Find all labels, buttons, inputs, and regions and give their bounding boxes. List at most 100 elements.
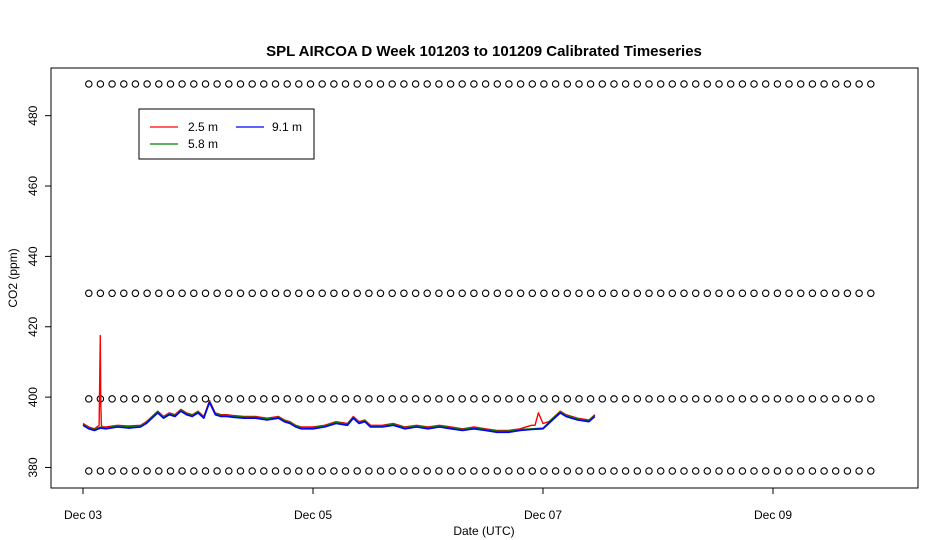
- reference-marker: [610, 395, 618, 403]
- reference-marker: [306, 289, 315, 298]
- reference-marker: [633, 80, 642, 88]
- reference-marker: [178, 80, 186, 88]
- reference-marker: [201, 289, 210, 298]
- y-axis: 380 400 420 440 460 480: [26, 105, 52, 478]
- reference-marker: [656, 467, 665, 475]
- y-tick-label: 460: [26, 176, 40, 196]
- reference-marker: [166, 467, 175, 475]
- reference-marker: [715, 289, 723, 298]
- reference-marker: [306, 395, 315, 403]
- reference-marker: [750, 289, 758, 298]
- reference-marker: [645, 467, 653, 475]
- y-tick-label: 480: [26, 105, 40, 125]
- reference-marker: [458, 467, 466, 475]
- reference-marker: [306, 80, 315, 88]
- reference-marker: [120, 395, 128, 403]
- y-tick-label: 400: [26, 387, 40, 407]
- y-tick-label: 380: [26, 457, 40, 477]
- reference-marker: [190, 80, 198, 88]
- reference-marker: [598, 80, 607, 88]
- reference-marker: [376, 289, 385, 298]
- reference-marker: [283, 80, 291, 88]
- reference-marker: [621, 467, 630, 475]
- reference-marker: [108, 467, 116, 475]
- reference-marker: [260, 395, 268, 403]
- reference-marker: [773, 467, 782, 475]
- legend-label-3: 9.1 m: [272, 120, 302, 134]
- reference-marker: [236, 80, 245, 88]
- reference-marker: [85, 467, 93, 475]
- reference-marker: [400, 80, 408, 88]
- reference-marker: [516, 80, 525, 88]
- reference-marker: [283, 395, 291, 403]
- reference-marker: [540, 80, 548, 88]
- reference-marker: [411, 80, 420, 88]
- reference-marker: [656, 289, 665, 298]
- reference-marker: [353, 80, 361, 88]
- y-tick-label: 440: [26, 246, 40, 266]
- reference-marker: [703, 467, 712, 475]
- reference-marker: [855, 395, 863, 403]
- reference-marker: [645, 289, 653, 298]
- reference-marker: [213, 80, 221, 88]
- reference-marker: [867, 80, 875, 88]
- reference-marker: [668, 289, 677, 298]
- chart-title: SPL AIRCOA D Week 101203 to 101209 Calib…: [266, 43, 702, 60]
- reference-marker: [843, 80, 852, 88]
- reference-marker: [785, 289, 793, 298]
- reference-marker: [190, 289, 198, 298]
- reference-marker: [236, 395, 245, 403]
- series-line-3: [82, 401, 596, 434]
- reference-marker: [225, 467, 233, 475]
- reference-marker: [318, 289, 326, 298]
- reference-marker: [271, 395, 280, 403]
- reference-marker: [435, 289, 443, 298]
- reference-marker: [365, 289, 373, 298]
- series-lines: [82, 334, 596, 434]
- reference-marker: [446, 395, 455, 403]
- reference-marker: [96, 80, 105, 88]
- reference-marker: [750, 395, 758, 403]
- reference-marker: [470, 80, 478, 88]
- reference-marker: [400, 467, 408, 475]
- reference-marker: [621, 80, 630, 88]
- reference-marker: [213, 467, 221, 475]
- reference-marker: [155, 395, 163, 403]
- reference-marker: [598, 289, 607, 298]
- reference-marker: [761, 289, 770, 298]
- reference-marker: [715, 80, 723, 88]
- reference-marker: [820, 467, 828, 475]
- reference-marker: [621, 289, 630, 298]
- reference-marker: [306, 467, 315, 475]
- reference-marker: [318, 395, 326, 403]
- reference-marker: [166, 395, 175, 403]
- reference-marker: [330, 80, 338, 88]
- reference-marker: [867, 289, 875, 298]
- reference-marker: [505, 80, 513, 88]
- legend: 2.5 m 5.8 m 9.1 m: [138, 108, 315, 160]
- reference-marker: [750, 80, 758, 88]
- series-line-2: [82, 400, 596, 432]
- reference-marker: [796, 467, 805, 475]
- reference-marker: [201, 395, 210, 403]
- reference-marker: [120, 289, 128, 298]
- reference-marker: [295, 80, 303, 88]
- reference-marker: [785, 467, 793, 475]
- reference-marker: [388, 80, 396, 88]
- reference-marker: [248, 80, 256, 88]
- reference-marker: [481, 395, 490, 403]
- reference-marker: [575, 395, 583, 403]
- reference-marker: [376, 80, 385, 88]
- reference-marker: [586, 289, 595, 298]
- reference-marker: [680, 80, 688, 88]
- reference-marker: [248, 395, 256, 403]
- reference-marker: [458, 395, 466, 403]
- reference-marker: [423, 467, 431, 475]
- reference-marker: [610, 289, 618, 298]
- reference-marker: [820, 80, 828, 88]
- reference-marker: [726, 467, 735, 475]
- reference-marker: [808, 395, 817, 403]
- reference-marker: [691, 467, 700, 475]
- reference-marker: [703, 80, 712, 88]
- reference-marker: [808, 467, 817, 475]
